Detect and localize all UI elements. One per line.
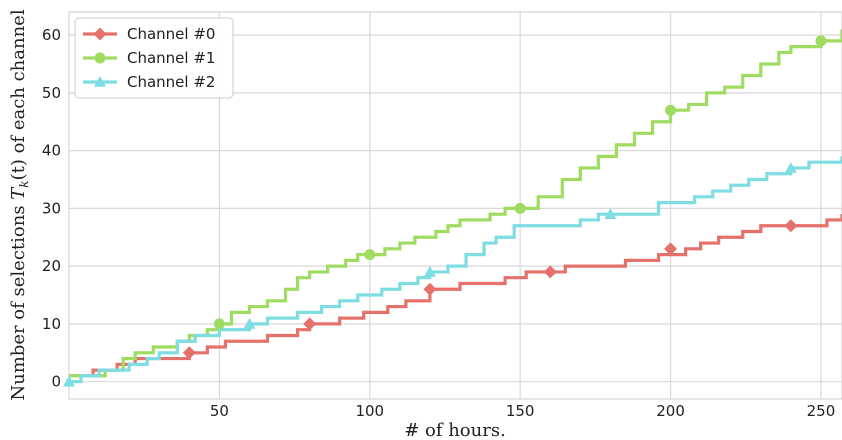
ticks: 50 100 150 200 250 0 10 20 30 40 50 60: [42, 26, 835, 420]
x-tick-label: 150: [506, 402, 535, 420]
series-2-marker: [604, 208, 617, 219]
y-tick-label: 40: [42, 142, 61, 160]
series-1-marker: [213, 318, 225, 330]
y-tick-label: 50: [42, 84, 61, 102]
series-1-marker: [815, 35, 827, 47]
series-markers: [63, 35, 827, 387]
y-tick-label: 30: [42, 199, 61, 217]
series-1-marker: [364, 249, 376, 261]
legend-label-2: Channel #2: [127, 73, 215, 91]
x-tick-label: 200: [656, 402, 685, 420]
y-axis-label: Number of selections Tk(t) of each chann…: [8, 9, 31, 400]
y-tick-label: 20: [42, 257, 61, 275]
series-1-marker: [665, 104, 677, 116]
legend-box: [74, 17, 234, 99]
series-line-1: [69, 29, 842, 378]
x-tick-label: 100: [355, 402, 384, 420]
series-0-marker: [423, 282, 437, 296]
series-0-marker: [664, 242, 678, 256]
y-tick-label: 60: [42, 26, 61, 44]
series-0-marker: [182, 346, 196, 360]
grid: [69, 12, 842, 399]
x-tick-label: 50: [210, 402, 229, 420]
legend-marker-0: [93, 27, 107, 41]
legend-marker-1: [94, 52, 106, 64]
legend-marker-2: [94, 76, 106, 87]
series-0-marker: [784, 219, 798, 233]
series-2-marker: [423, 265, 436, 277]
legend-label-1: Channel #1: [127, 49, 215, 67]
series-0-marker: [303, 317, 317, 331]
legend: Channel #0 Channel #1 Channel #2: [74, 17, 234, 99]
series-2-marker: [243, 317, 256, 329]
y-tick-label: 10: [42, 315, 61, 333]
legend-label-0: Channel #0: [127, 25, 215, 43]
series-1-marker: [514, 202, 526, 214]
series-2-marker: [63, 375, 75, 387]
series-2-marker: [784, 161, 797, 173]
x-tick-label: 250: [807, 402, 836, 420]
x-axis-label: # of hours.: [404, 420, 506, 440]
y-tick-label: 0: [51, 373, 61, 391]
series-0-marker: [543, 265, 557, 279]
